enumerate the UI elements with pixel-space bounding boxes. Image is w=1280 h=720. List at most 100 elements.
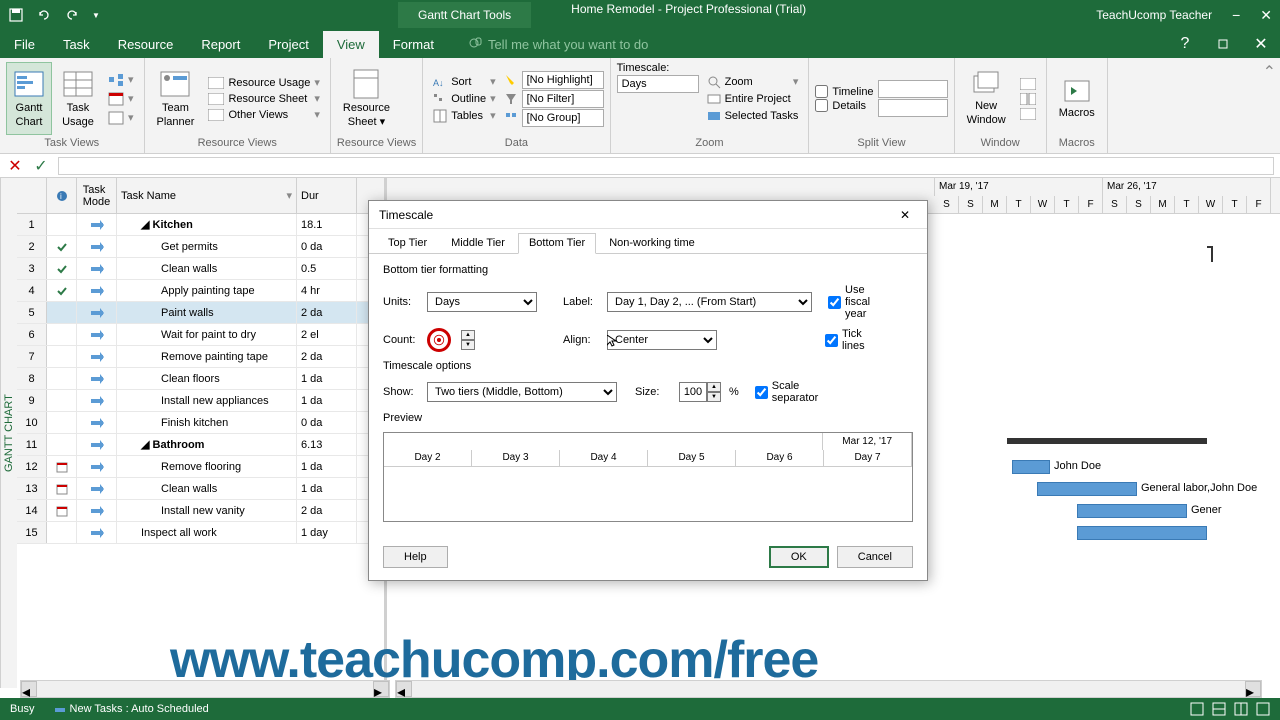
units-select[interactable]: Days <box>427 292 537 312</box>
task-name-cell[interactable]: Apply painting tape <box>117 280 297 301</box>
row-number[interactable]: 6 <box>17 324 47 345</box>
hide-button[interactable] <box>1016 107 1040 121</box>
gantt-bar[interactable] <box>1012 460 1050 474</box>
task-row[interactable]: 10 Finish kitchen 0 da <box>17 412 384 434</box>
row-number[interactable]: 7 <box>17 346 47 367</box>
duration-cell[interactable]: 1 day <box>297 522 357 543</box>
arrange-button[interactable] <box>1016 92 1040 106</box>
count-spinner[interactable]: ▲▼ <box>461 330 475 350</box>
task-name-cell[interactable]: ◢ Bathroom <box>117 434 297 455</box>
task-name-cell[interactable]: Clean floors <box>117 368 297 389</box>
duration-cell[interactable]: 0 da <box>297 412 357 433</box>
task-name-header[interactable]: Task Name▾ <box>117 178 297 213</box>
selected-tasks-button[interactable]: Selected Tasks <box>703 108 803 124</box>
task-row[interactable]: 3 Clean walls 0.5 <box>17 258 384 280</box>
row-number[interactable]: 4 <box>17 280 47 301</box>
row-number[interactable]: 3 <box>17 258 47 279</box>
team-planner-button[interactable]: Team Planner <box>151 62 201 135</box>
row-number[interactable]: 1 <box>17 214 47 235</box>
task-name-cell[interactable]: Get permits <box>117 236 297 257</box>
duration-cell[interactable]: 2 da <box>297 500 357 521</box>
duration-cell[interactable]: 2 da <box>297 302 357 323</box>
task-name-cell[interactable]: ◢ Kitchen <box>117 214 297 235</box>
other-resource-views-button[interactable]: Other Views▾ <box>204 107 323 122</box>
task-name-cell[interactable]: Install new vanity <box>117 500 297 521</box>
task-name-cell[interactable]: Inspect all work <box>117 522 297 543</box>
row-number[interactable]: 9 <box>17 390 47 411</box>
row-number[interactable]: 8 <box>17 368 47 389</box>
task-row[interactable]: 13 Clean walls 1 da <box>17 478 384 500</box>
help-button[interactable]: Help <box>383 546 448 568</box>
task-mode-header[interactable]: Task Mode <box>77 178 117 213</box>
task-grid-scrollbar[interactable]: ◂▸ <box>20 680 390 698</box>
task-row[interactable]: 8 Clean floors 1 da <box>17 368 384 390</box>
window-close-icon[interactable]: ✕ <box>1260 7 1272 24</box>
task-name-cell[interactable]: Paint walls <box>117 302 297 323</box>
row-number[interactable]: 15 <box>17 522 47 543</box>
dialog-tab-non-working-time[interactable]: Non-working time <box>598 233 706 253</box>
ribbon-tab-file[interactable]: File <box>0 31 49 58</box>
duration-cell[interactable]: 6.13 <box>297 434 357 455</box>
resource-sheet-big-button[interactable]: ResourceSheet ▾ <box>337 62 396 135</box>
task-name-cell[interactable]: Install new appliances <box>117 390 297 411</box>
task-row[interactable]: 1 ◢ Kitchen 18.1 <box>17 214 384 236</box>
ribbon-tab-project[interactable]: Project <box>254 31 322 58</box>
timescale-select[interactable] <box>617 75 699 93</box>
tick-lines-checkbox[interactable] <box>825 334 838 347</box>
view-shortcut-2[interactable] <box>1212 702 1226 716</box>
duration-cell[interactable]: 4 hr <box>297 280 357 301</box>
gantt-bar[interactable] <box>1077 526 1207 540</box>
align-select[interactable]: Center <box>607 330 717 350</box>
row-number[interactable]: 5 <box>17 302 47 323</box>
indicators-header[interactable]: i <box>47 178 77 213</box>
dialog-tab-bottom-tier[interactable]: Bottom Tier <box>518 233 596 254</box>
row-number[interactable]: 12 <box>17 456 47 477</box>
row-number[interactable]: 13 <box>17 478 47 499</box>
scale-separator-checkbox[interactable] <box>755 386 768 399</box>
task-name-cell[interactable]: Remove painting tape <box>117 346 297 367</box>
cancel-button[interactable]: Cancel <box>837 546 913 568</box>
task-row[interactable]: 7 Remove painting tape 2 da <box>17 346 384 368</box>
resource-usage-button[interactable]: Resource Usage▾ <box>204 75 323 90</box>
ok-button[interactable]: OK <box>769 546 829 568</box>
task-row[interactable]: 4 Apply painting tape 4 hr <box>17 280 384 302</box>
task-name-cell[interactable]: Clean walls <box>117 478 297 499</box>
duration-cell[interactable]: 18.1 <box>297 214 357 235</box>
show-select[interactable]: Two tiers (Middle, Bottom) <box>427 382 617 402</box>
entry-input[interactable] <box>58 157 1274 175</box>
row-number[interactable]: 2 <box>17 236 47 257</box>
duration-cell[interactable]: 1 da <box>297 478 357 499</box>
other-task-views-button[interactable]: ▾ <box>104 109 138 127</box>
gantt-chart-button[interactable]: Gantt Chart <box>6 62 52 135</box>
task-name-cell[interactable]: Wait for paint to dry <box>117 324 297 345</box>
switch-windows-button[interactable] <box>1016 77 1040 91</box>
entire-project-button[interactable]: Entire Project <box>703 91 803 107</box>
dialog-close-button[interactable]: ✕ <box>893 203 917 227</box>
resource-sheet-button[interactable]: Resource Sheet▾ <box>204 91 323 106</box>
task-row[interactable]: 2 Get permits 0 da <box>17 236 384 258</box>
row-number[interactable]: 14 <box>17 500 47 521</box>
duration-cell[interactable]: 1 da <box>297 456 357 477</box>
duration-cell[interactable]: 0 da <box>297 236 357 257</box>
row-number[interactable]: 10 <box>17 412 47 433</box>
timeline-checkbox[interactable]: Timeline <box>815 85 873 98</box>
fiscal-year-checkbox[interactable] <box>828 296 841 309</box>
accept-entry-icon[interactable]: ✓ <box>32 157 50 175</box>
timeline-select[interactable] <box>878 80 948 98</box>
dialog-tab-middle-tier[interactable]: Middle Tier <box>440 233 516 253</box>
outline-button[interactable]: Outline▾ <box>429 91 499 107</box>
view-shortcut-3[interactable] <box>1234 702 1248 716</box>
size-spinner[interactable]: ▲▼ <box>679 382 721 402</box>
group-select[interactable] <box>522 109 604 127</box>
collapse-ribbon-icon[interactable]: ⌃ <box>1263 64 1276 81</box>
task-name-cell[interactable]: Clean walls <box>117 258 297 279</box>
task-row[interactable]: 5 Paint walls 2 da <box>17 302 384 324</box>
gantt-bar[interactable] <box>1007 438 1207 444</box>
ribbon-tab-task[interactable]: Task <box>49 31 104 58</box>
task-row[interactable]: 12 Remove flooring 1 da <box>17 456 384 478</box>
duration-header[interactable]: Dur <box>297 178 357 213</box>
task-row[interactable]: 9 Install new appliances 1 da <box>17 390 384 412</box>
filter-select[interactable] <box>522 90 604 108</box>
save-icon[interactable] <box>8 7 24 23</box>
gantt-bar[interactable] <box>1037 482 1137 496</box>
